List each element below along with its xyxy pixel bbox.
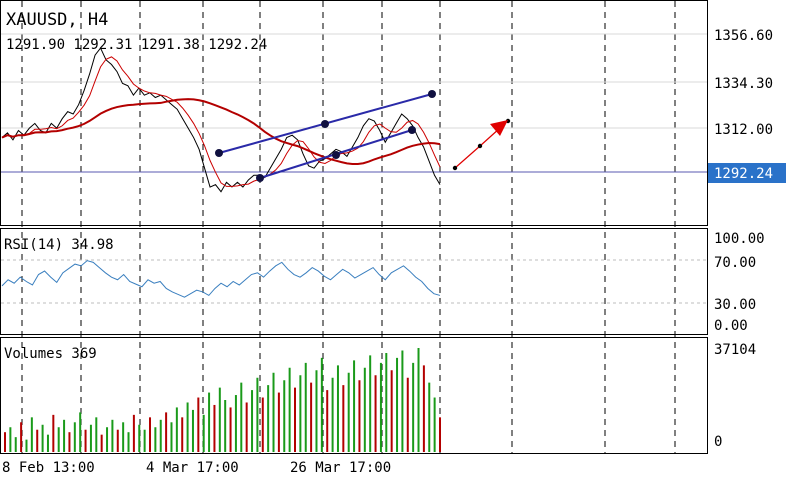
volume-axis-label: 0 — [714, 434, 722, 450]
price-line — [1, 47, 441, 193]
fast-moving-average-line — [1, 56, 441, 187]
arrow-anchor-point — [452, 165, 458, 171]
rsi-axis-label: 0.00 — [714, 318, 748, 334]
channel-anchor-point — [215, 149, 223, 157]
channel-anchor-point — [408, 126, 416, 134]
rsi-panel-frame — [0, 228, 708, 335]
current-price-label: 1292.24 — [714, 166, 773, 182]
channel-anchor-point — [321, 120, 329, 128]
channel-anchor-point — [332, 151, 340, 159]
rsi-axis-label: 70.00 — [714, 255, 756, 271]
rsi-axis-label: 30.00 — [714, 297, 756, 313]
time-axis-label: 8 Feb 13:00 — [2, 460, 95, 476]
grid-lines — [1, 1, 707, 453]
arrow-head — [490, 120, 508, 136]
price-panel-frame — [0, 0, 708, 226]
rsi-title: RSI(14) 34.98 — [4, 237, 114, 253]
time-axis-label: 4 Mar 17:00 — [146, 460, 239, 476]
price-axis-label: 1312.00 — [714, 122, 773, 138]
current-price-badge — [708, 163, 786, 183]
rsi-line — [1, 260, 441, 298]
volume-bars — [4, 348, 441, 452]
rsi-axis-label: 100.00 — [714, 231, 765, 247]
channel-anchor-point — [256, 174, 264, 182]
arrow-anchor-point — [477, 143, 483, 149]
time-axis-label: 26 Mar 17:00 — [290, 460, 391, 476]
slow-moving-average-line — [1, 98, 441, 166]
close-price-line — [1, 47, 441, 193]
channel-anchor-point — [428, 90, 436, 98]
volume-axis-label: 37104 — [714, 342, 756, 358]
volume-title: Volumes 369 — [4, 346, 97, 362]
ohlc-values: 1291.90 1292.31 1291.38 1292.24 — [6, 37, 267, 53]
price-axis-label: 1334.30 — [714, 76, 773, 92]
symbol-title: XAUUSD, H4 — [6, 10, 108, 30]
rsi-series-line — [1, 260, 441, 298]
price-axis-label: 1356.60 — [714, 28, 773, 44]
drawing-objects[interactable] — [215, 90, 511, 182]
